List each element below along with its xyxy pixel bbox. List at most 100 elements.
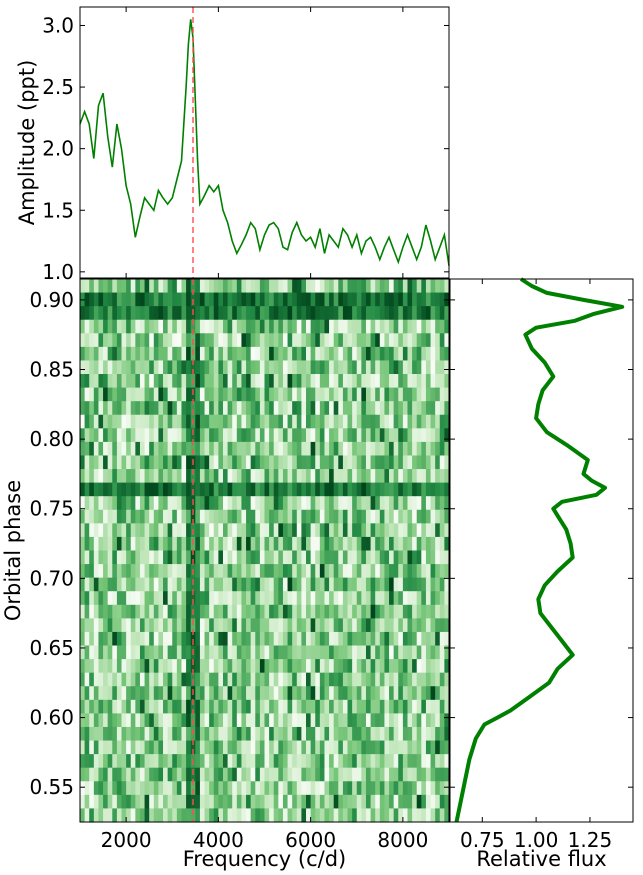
heatmap-cell bbox=[430, 577, 436, 592]
heatmap-cell bbox=[292, 577, 298, 592]
heatmap-cell bbox=[375, 401, 381, 416]
heatmap-cell bbox=[176, 306, 183, 321]
heatmap-cell bbox=[80, 482, 86, 497]
heatmap-cell bbox=[310, 306, 316, 321]
heatmap-cell bbox=[139, 469, 146, 484]
heatmap-cell bbox=[361, 428, 367, 443]
heatmap-cell bbox=[199, 482, 206, 497]
heatmap-cell bbox=[393, 713, 399, 728]
heatmap-cell bbox=[306, 306, 312, 321]
heatmap-cell bbox=[384, 401, 390, 416]
heatmap-cell bbox=[195, 550, 201, 565]
heatmap-cell bbox=[80, 686, 86, 701]
heatmap-cell bbox=[172, 604, 178, 619]
heatmap-cell bbox=[126, 645, 132, 660]
heatmap-cell bbox=[135, 441, 141, 457]
heatmap-cell bbox=[352, 333, 358, 348]
heatmap-cell bbox=[389, 726, 395, 742]
heatmap-cell bbox=[149, 631, 155, 647]
heatmap-cell bbox=[347, 523, 353, 538]
heatmap-cell bbox=[379, 509, 386, 524]
heatmap-cell bbox=[93, 441, 100, 457]
heatmap-cell bbox=[209, 482, 215, 497]
heatmap-cell bbox=[292, 319, 298, 334]
heatmap-cell bbox=[301, 631, 307, 647]
heatmap-cell bbox=[241, 401, 247, 416]
heatmap-cell bbox=[241, 306, 247, 321]
heatmap-cell bbox=[282, 686, 289, 701]
heatmap-cell bbox=[112, 428, 118, 443]
heatmap-cell bbox=[439, 808, 445, 823]
heatmap-cell bbox=[329, 414, 335, 429]
heatmap-cell bbox=[172, 699, 178, 714]
heatmap-cell bbox=[218, 469, 224, 484]
heatmap-cell bbox=[416, 767, 422, 782]
heatmap-cell bbox=[287, 333, 293, 348]
heatmap-cell bbox=[121, 469, 127, 484]
heatmap-cell bbox=[319, 360, 326, 375]
heatmap-cell bbox=[407, 333, 413, 348]
heatmap-cell bbox=[319, 686, 326, 701]
heatmap-cell bbox=[130, 496, 136, 511]
heatmap-cell bbox=[163, 645, 169, 660]
heatmap-cell bbox=[259, 374, 266, 389]
heatmap-cell bbox=[241, 469, 247, 484]
heatmap-cell bbox=[259, 740, 266, 755]
heatmap-cell bbox=[222, 550, 229, 565]
heatmap-cell bbox=[98, 292, 104, 307]
heatmap-cell bbox=[384, 360, 390, 375]
heatmap-cell bbox=[153, 726, 160, 742]
heatmap-cell bbox=[112, 631, 118, 647]
heatmap-cell bbox=[324, 428, 330, 443]
heatmap-cell bbox=[250, 482, 256, 497]
heatmap-cell bbox=[269, 414, 275, 429]
heatmap-cell bbox=[195, 754, 201, 769]
heatmap-cell bbox=[84, 781, 90, 796]
heatmap-cell bbox=[444, 672, 450, 687]
heatmap-cell bbox=[421, 645, 427, 660]
heatmap-cell bbox=[416, 346, 422, 362]
heatmap-cell bbox=[176, 672, 183, 687]
heatmap-cell bbox=[398, 726, 404, 742]
heatmap-cell bbox=[158, 523, 164, 538]
heatmap-cell bbox=[347, 577, 353, 592]
heatmap-cell bbox=[384, 645, 390, 660]
heatmap-cell bbox=[121, 564, 127, 579]
heatmap-cell bbox=[163, 319, 169, 334]
heatmap-cell bbox=[98, 536, 104, 552]
heatmap-cell bbox=[163, 672, 169, 687]
heatmap-cell bbox=[167, 672, 173, 687]
heatmap-cell bbox=[181, 794, 187, 810]
heatmap-cell bbox=[93, 591, 100, 606]
heatmap-cell bbox=[158, 482, 164, 497]
heatmap-cell bbox=[241, 577, 247, 592]
heatmap-cell bbox=[430, 726, 436, 742]
heatmap-cell bbox=[98, 672, 104, 687]
heatmap-cell bbox=[121, 319, 127, 334]
heatmap-cell bbox=[246, 496, 252, 511]
heatmap-cell bbox=[361, 482, 367, 497]
heatmap-cell bbox=[89, 401, 95, 416]
heatmap-cell bbox=[365, 591, 372, 606]
heatmap-cell bbox=[278, 346, 284, 362]
heatmap-cell bbox=[158, 414, 164, 429]
heatmap-cell bbox=[232, 306, 238, 321]
heatmap-cell bbox=[439, 604, 445, 619]
heatmap-cell bbox=[89, 672, 95, 687]
heatmap-cell bbox=[421, 659, 427, 674]
heatmap-cell bbox=[306, 523, 312, 538]
heatmap-cell bbox=[444, 591, 450, 606]
heatmap-cell bbox=[186, 604, 192, 619]
heatmap-cell bbox=[186, 645, 192, 660]
heatmap-cell bbox=[232, 414, 238, 429]
heatmap-cell bbox=[222, 686, 229, 701]
heatmap-cell bbox=[338, 360, 344, 375]
heatmap-cell bbox=[144, 726, 150, 742]
heatmap-cell bbox=[163, 659, 169, 674]
heatmap-cell bbox=[292, 482, 298, 497]
heatmap-cell bbox=[232, 360, 238, 375]
heatmap-cell bbox=[236, 550, 243, 565]
heatmap-cell bbox=[84, 591, 90, 606]
heatmap-cell bbox=[195, 726, 201, 742]
heatmap-cell bbox=[121, 509, 127, 524]
